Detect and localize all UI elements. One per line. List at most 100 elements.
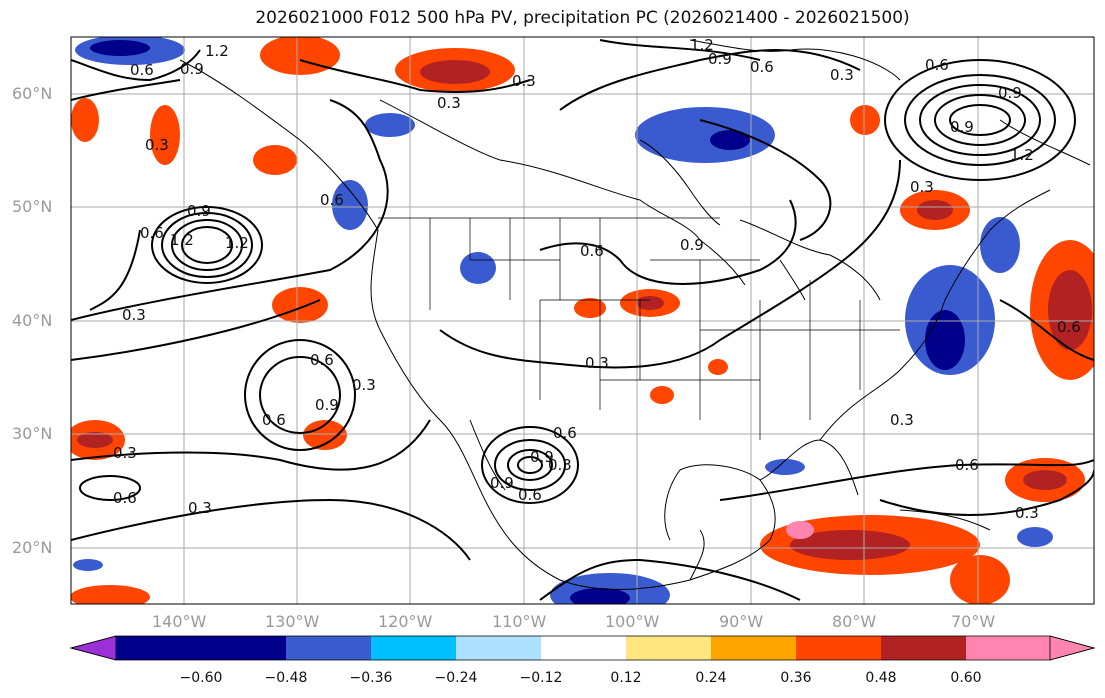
precip-area-negative xyxy=(635,107,775,163)
state-borders xyxy=(378,217,900,440)
contour-label: 0.3 xyxy=(437,94,461,112)
contour-label: 0.3 xyxy=(890,411,914,429)
precip-area-negative xyxy=(365,113,415,137)
contour-label: 0.9 xyxy=(180,60,204,78)
lon-tick-labels: 140°W 130°W 120°W 110°W 100°W 90°W 80°W … xyxy=(152,612,995,631)
precip-area-negative xyxy=(925,310,965,370)
colorbar-label: 0.12 xyxy=(610,670,641,686)
precip-area-positive xyxy=(790,530,910,560)
precip-area-negative xyxy=(1017,527,1053,547)
contour-label: 0.3 xyxy=(188,499,212,517)
precip-area-positive xyxy=(71,585,150,604)
contour-label: 0.6 xyxy=(130,61,154,79)
map-frame xyxy=(70,36,1095,605)
precip-area-positive xyxy=(917,200,953,220)
contour-label: 0.6 xyxy=(518,486,542,504)
precip-area-negative xyxy=(570,588,630,604)
precip-area-positive xyxy=(950,555,1010,604)
precip-area-positive xyxy=(650,386,674,404)
lat-tick-label: 50°N xyxy=(12,197,52,216)
contour-label: 0.3 xyxy=(352,376,376,394)
colorbar-segment xyxy=(456,636,541,660)
colorbar-tick-labels: −0.60 −0.48 −0.36 −0.24 −0.12 0.12 0.24 … xyxy=(180,670,982,686)
colorbar-label: 0.60 xyxy=(950,670,981,686)
precip-area-positive xyxy=(260,37,340,75)
colorbar-segment xyxy=(796,636,881,660)
colorbar-label: −0.24 xyxy=(435,670,478,686)
precip-area-positive xyxy=(574,298,606,318)
colorbar-label: −0.36 xyxy=(350,670,393,686)
colorbar-segment xyxy=(711,636,796,660)
contour-label: 1.2 xyxy=(690,36,714,54)
contour-label: 0.3 xyxy=(548,456,572,474)
colorbar-outline xyxy=(69,635,1096,661)
lon-tick-label: 140°W xyxy=(152,612,207,631)
colorbar-extend-low xyxy=(69,635,117,661)
chart-title: 2026021000 F012 500 hPa PV, precipitatio… xyxy=(255,8,910,28)
colorbar-label: −0.60 xyxy=(180,670,223,686)
colorbar-extend-high xyxy=(1049,635,1096,661)
contour-label: 0.6 xyxy=(955,456,979,474)
precip-area-positive xyxy=(420,60,490,84)
lon-tick-label: 130°W xyxy=(265,612,320,631)
colorbar-segment xyxy=(371,636,456,660)
precip-area-positive xyxy=(708,359,728,375)
lat-tick-label: 40°N xyxy=(12,311,52,330)
colorbar-segment xyxy=(541,636,626,660)
lon-tick-label: 110°W xyxy=(492,612,547,631)
colorbar-label: 0.36 xyxy=(780,670,811,686)
contour-label: 0.6 xyxy=(1057,318,1081,336)
contour-label: 0.6 xyxy=(925,56,949,74)
contour-label: 0.6 xyxy=(580,242,604,260)
precip-area-negative xyxy=(980,217,1020,273)
colorbar: −0.60 −0.48 −0.36 −0.24 −0.12 0.12 0.24 … xyxy=(69,635,1096,686)
contour-label: 0.6 xyxy=(310,351,334,369)
lat-tick-labels: 60°N 50°N 40°N 30°N 20°N xyxy=(12,84,52,557)
contour-label: 0.9 xyxy=(530,448,554,466)
contour-label: 0.3 xyxy=(830,66,854,84)
precip-area-negative xyxy=(765,459,805,475)
precip-area-positive xyxy=(303,420,347,450)
lat-tick-label: 60°N xyxy=(12,84,52,103)
colorbar-segment xyxy=(966,636,1050,660)
contour-label: 0.3 xyxy=(512,72,536,90)
contour-label: 0.3 xyxy=(145,136,169,154)
contour-label: 0.9 xyxy=(950,118,974,136)
precip-area-positive xyxy=(1023,470,1067,490)
precip-area-negative xyxy=(332,180,368,230)
lon-tick-label: 120°W xyxy=(378,612,433,631)
contour-label: 0.3 xyxy=(910,178,934,196)
contour-label: 0.6 xyxy=(113,489,137,507)
precip-area-negative xyxy=(73,559,103,571)
colorbar-label: 0.24 xyxy=(695,670,726,686)
precip-area-positive xyxy=(71,98,99,142)
contour-label: 0.3 xyxy=(1015,504,1039,522)
contour-label: 0.3 xyxy=(122,306,146,324)
lon-tick-label: 100°W xyxy=(605,612,660,631)
colorbar-segment xyxy=(116,636,201,660)
colorbar-label: −0.12 xyxy=(520,670,563,686)
lat-tick-label: 20°N xyxy=(12,538,52,557)
colorbar-segment xyxy=(881,636,966,660)
lon-tick-label: 80°W xyxy=(832,612,876,631)
colorbar-segment xyxy=(201,636,286,660)
contour-label: 0.9 xyxy=(708,50,732,68)
precip-area-positive xyxy=(850,105,880,135)
contour-label: 0.9 xyxy=(187,202,211,220)
contour-label: 0.9 xyxy=(315,396,339,414)
map-plot: 1.2 0.6 0.9 0.3 0.3 1.2 0.9 0.6 0.3 0.6 … xyxy=(12,36,1095,631)
contour-label: 0.6 xyxy=(320,191,344,209)
colorbar-label: −0.48 xyxy=(265,670,308,686)
precip-area-positive xyxy=(1048,270,1092,350)
colorbar-label: 0.48 xyxy=(865,670,896,686)
precip-area-positive xyxy=(150,105,180,165)
colorbar-segment xyxy=(626,636,711,660)
contour-label: 0.6 xyxy=(262,411,286,429)
contour-label: 0.3 xyxy=(113,444,137,462)
precip-area-negative xyxy=(460,252,496,284)
precip-area-positive xyxy=(786,521,814,539)
contour-label: 0.3 xyxy=(585,354,609,372)
precip-area-positive xyxy=(77,432,113,448)
contour-label: 1.2 xyxy=(170,231,194,249)
